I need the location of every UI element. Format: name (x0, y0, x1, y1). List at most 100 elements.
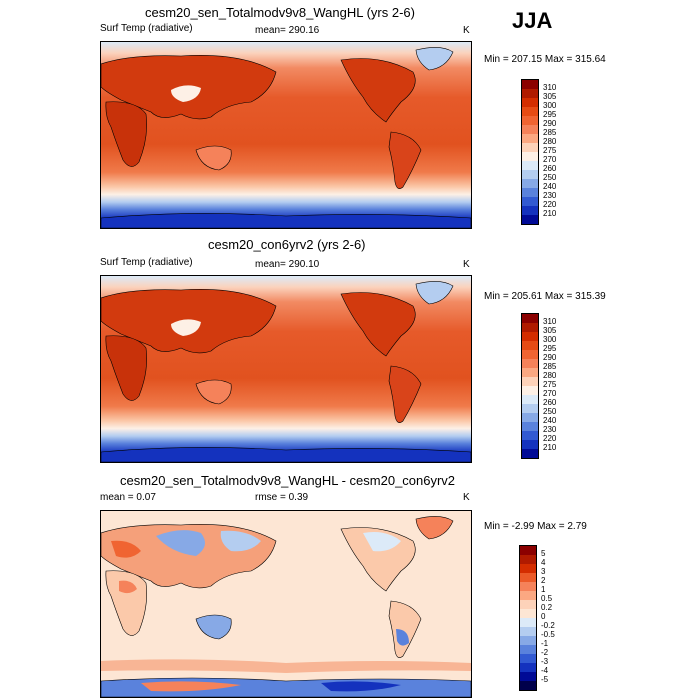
colorbar-label: 220 (543, 200, 557, 209)
colorbar-label: 1 (541, 585, 546, 594)
colorbar-label: 5 (541, 549, 546, 558)
panel3-mean-label: mean = 0.07 (100, 492, 156, 503)
colorbar-label: 280 (543, 137, 557, 146)
colorbar-label: 0.5 (541, 594, 553, 603)
panel3-minmax: Min = -2.99 Max = 2.79 (484, 521, 587, 532)
colorbar-swatch (522, 395, 538, 404)
colorbar-swatch (520, 618, 536, 627)
season-label: JJA (512, 8, 553, 33)
colorbar-swatch (522, 188, 538, 197)
panel1-units: K (463, 25, 470, 36)
panel2-variable-label: Surf Temp (radiative) (100, 257, 193, 268)
colorbar-swatch (522, 449, 538, 458)
colorbar-swatch (522, 125, 538, 134)
colorbar-label: 270 (543, 389, 557, 398)
colorbar-swatch (522, 89, 538, 98)
panel3-title: cesm20_sen_Totalmodv9v8_WangHL - cesm20_… (120, 473, 456, 488)
colorbar-swatch (522, 152, 538, 161)
colorbar-swatch (522, 323, 538, 332)
colorbar-swatch (520, 645, 536, 654)
colorbar-swatch (522, 215, 538, 224)
panel3-map (100, 510, 472, 698)
colorbar-swatch (520, 564, 536, 573)
colorbar-label: -3 (541, 657, 549, 666)
colorbar-label: 230 (543, 191, 557, 200)
colorbar-label: 290 (543, 119, 557, 128)
colorbar-label: 0 (541, 612, 546, 621)
colorbar-swatch (520, 663, 536, 672)
colorbar-swatch (522, 332, 538, 341)
panel2-map (100, 275, 472, 463)
colorbar-label: 300 (543, 101, 557, 110)
panel3-units: K (463, 492, 470, 503)
colorbar-swatch (520, 636, 536, 645)
colorbar-label: 210 (543, 209, 557, 218)
colorbar-label: 295 (543, 110, 557, 119)
colorbar-swatch (522, 341, 538, 350)
colorbar-label: 4 (541, 558, 546, 567)
colorbar-label: 0.2 (541, 603, 553, 612)
colorbar-swatch (522, 134, 538, 143)
colorbar-swatch (522, 422, 538, 431)
colorbar-label: -5 (541, 675, 549, 684)
colorbar-label: 305 (543, 326, 557, 335)
colorbar-swatch (522, 161, 538, 170)
colorbar-swatch (520, 582, 536, 591)
colorbar-label: 240 (543, 182, 557, 191)
colorbar-swatch (522, 179, 538, 188)
colorbar-swatch (522, 350, 538, 359)
colorbar-label: -4 (541, 666, 549, 675)
colorbar-label: -0.5 (541, 630, 555, 639)
colorbar-label: 250 (543, 173, 557, 182)
colorbar-swatch (520, 627, 536, 636)
colorbar-swatch (522, 404, 538, 413)
colorbar-swatch (522, 413, 538, 422)
colorbar-swatch (522, 197, 538, 206)
colorbar-label: 290 (543, 353, 557, 362)
colorbar-swatch (520, 654, 536, 663)
panel2-title: cesm20_con6yrv2 (yrs 2-6) (208, 237, 366, 252)
colorbar-label: 280 (543, 371, 557, 380)
colorbar-swatch (522, 206, 538, 215)
colorbar-label: 310 (543, 83, 557, 92)
colorbar-label: 285 (543, 362, 557, 371)
colorbar-swatch (522, 431, 538, 440)
colorbar-swatch (520, 609, 536, 618)
panel1-colorbar (521, 79, 539, 225)
colorbar-label: 300 (543, 335, 557, 344)
panel3-colorbar (519, 545, 537, 691)
colorbar-swatch (522, 80, 538, 89)
panel2-minmax: Min = 205.61 Max = 315.39 (484, 291, 606, 302)
colorbar-swatch (520, 573, 536, 582)
colorbar-swatch (520, 672, 536, 681)
colorbar-label: 240 (543, 416, 557, 425)
colorbar-label: 2 (541, 576, 546, 585)
panel3-rmse-label: rmse = 0.39 (255, 492, 309, 503)
colorbar-label: -2 (541, 648, 549, 657)
panel1-map (100, 41, 472, 229)
colorbar-label: 210 (543, 443, 557, 452)
colorbar-label: 310 (543, 317, 557, 326)
colorbar-swatch (522, 314, 538, 323)
colorbar-swatch (522, 143, 538, 152)
colorbar-label: 275 (543, 146, 557, 155)
colorbar-label: 220 (543, 434, 557, 443)
panel1-mean-label: mean= 290.16 (255, 25, 320, 36)
panel2-mean-label: mean= 290.10 (255, 259, 320, 270)
panel2-units: K (463, 259, 470, 270)
colorbar-label: -1 (541, 639, 549, 648)
colorbar-swatch (520, 555, 536, 564)
panel2-colorbar (521, 313, 539, 459)
colorbar-swatch (522, 98, 538, 107)
colorbar-label: 3 (541, 567, 546, 576)
colorbar-label: 230 (543, 425, 557, 434)
colorbar-swatch (522, 377, 538, 386)
colorbar-label: -0.2 (541, 621, 555, 630)
colorbar-label: 285 (543, 128, 557, 137)
colorbar-label: 250 (543, 407, 557, 416)
colorbar-swatch (522, 359, 538, 368)
panel1-title: cesm20_sen_Totalmodv9v8_WangHL (yrs 2-6) (145, 5, 415, 20)
colorbar-swatch (522, 440, 538, 449)
colorbar-label: 305 (543, 92, 557, 101)
colorbar-label: 295 (543, 344, 557, 353)
